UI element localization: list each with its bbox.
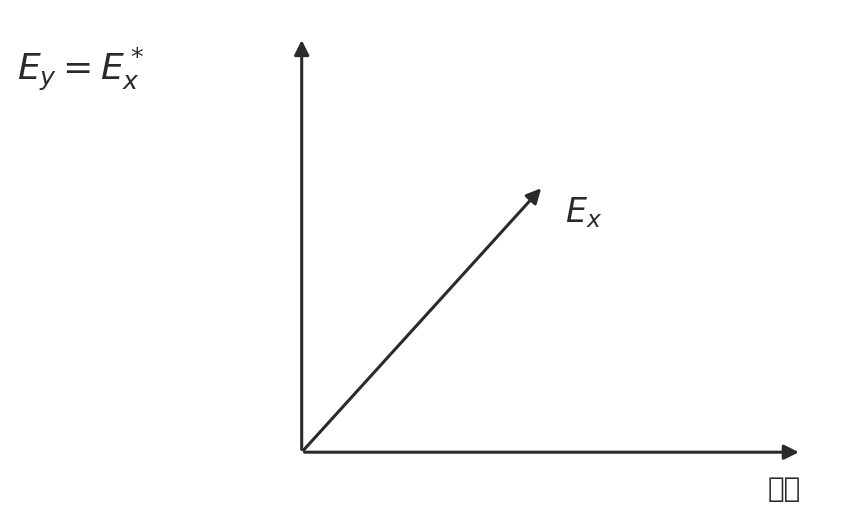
Text: 时间: 时间 <box>767 476 800 503</box>
Text: $E_x$: $E_x$ <box>564 195 601 230</box>
Text: $E_y = E_x^*$: $E_y = E_x^*$ <box>17 46 145 93</box>
